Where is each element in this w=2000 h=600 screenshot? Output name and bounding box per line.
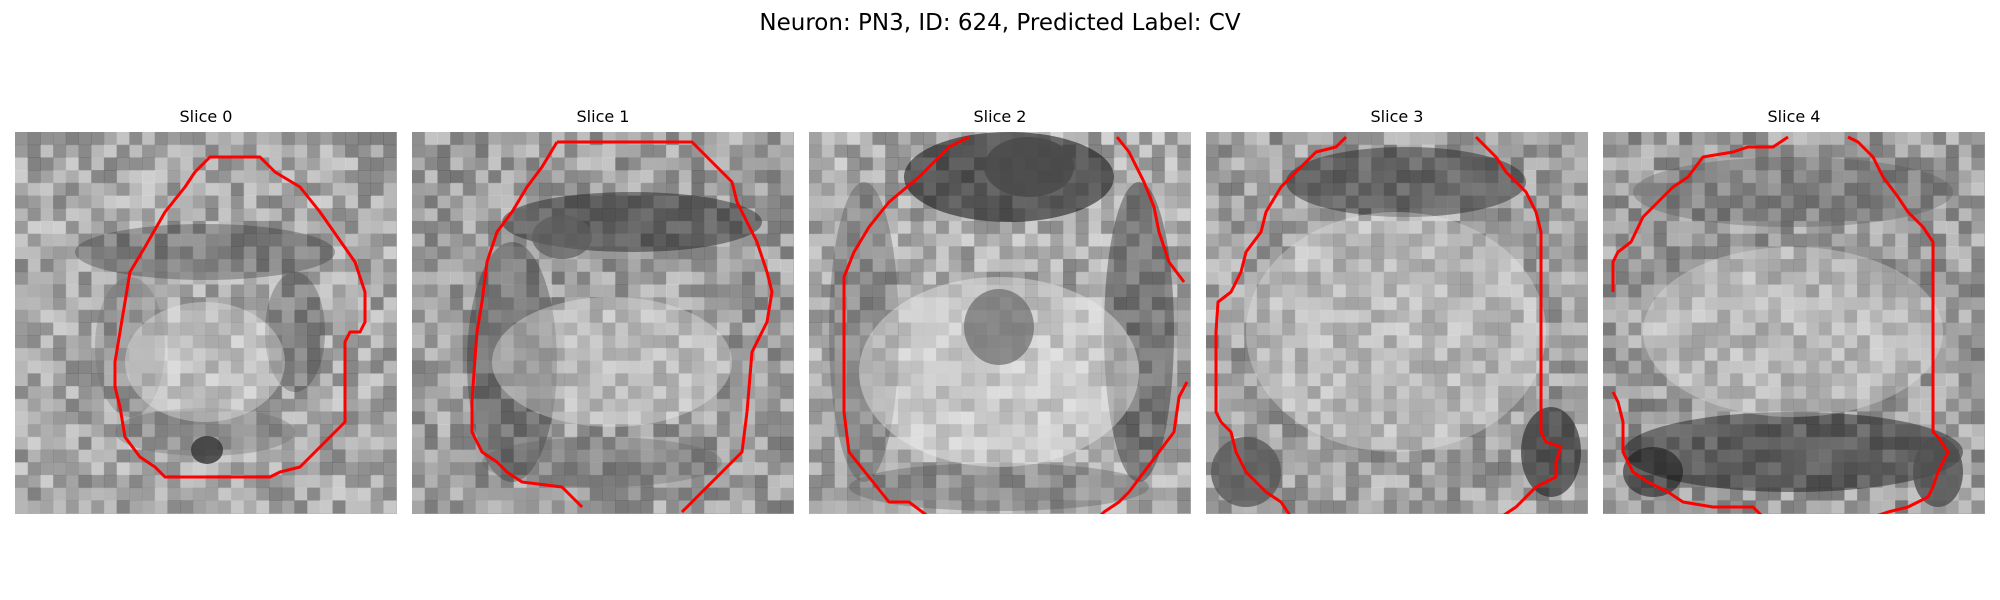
neuron-contour xyxy=(842,135,1189,514)
neuron-contour xyxy=(1611,135,1950,514)
noise-texture xyxy=(15,132,397,514)
slice-image-3 xyxy=(1206,132,1588,514)
figure-title: Neuron: PN3, ID: 624, Predicted Label: C… xyxy=(759,10,1241,36)
neuron-contour xyxy=(470,140,774,514)
slice-title-3: Slice 3 xyxy=(1370,107,1424,126)
slice-panel-3: Slice 3 xyxy=(1206,106,1588,514)
neuron-contour xyxy=(1214,135,1563,514)
dark-regions xyxy=(1211,147,1581,507)
slice-title-4: Slice 4 xyxy=(1767,107,1821,126)
light-regions xyxy=(492,297,732,427)
noise-texture xyxy=(1206,132,1588,514)
slice-panel-4: Slice 4 xyxy=(1603,106,1985,514)
slice-panel-2: Slice 2 xyxy=(809,106,1191,514)
slice-image-4 xyxy=(1603,132,1985,514)
light-regions xyxy=(1643,247,1943,417)
image-background xyxy=(412,132,794,514)
noise-texture xyxy=(1603,132,1985,514)
slice-panel-1: Slice 1 xyxy=(412,106,794,514)
dark-regions xyxy=(75,224,335,464)
neuron-contour xyxy=(113,155,367,479)
slice-title-0: Slice 0 xyxy=(179,107,233,126)
light-regions xyxy=(859,277,1139,467)
slice-image-2 xyxy=(809,132,1191,514)
slice-image-0 xyxy=(15,132,397,514)
slice-image-1 xyxy=(412,132,794,514)
slice-title-1: Slice 1 xyxy=(576,107,630,126)
dark-regions xyxy=(467,192,762,487)
dark-regions xyxy=(1623,157,1963,507)
light-regions xyxy=(1246,212,1546,452)
noise-texture xyxy=(412,132,794,514)
slice-title-2: Slice 2 xyxy=(973,107,1027,126)
light-regions xyxy=(125,302,285,422)
dark-regions xyxy=(829,132,1174,511)
slice-panel-0: Slice 0 xyxy=(15,106,397,514)
